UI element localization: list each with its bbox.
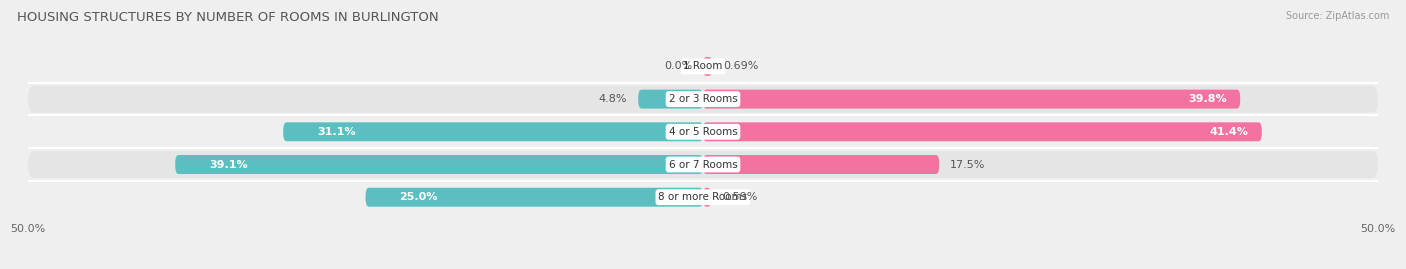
- FancyBboxPatch shape: [703, 90, 1240, 109]
- FancyBboxPatch shape: [703, 155, 939, 174]
- FancyBboxPatch shape: [28, 151, 1378, 178]
- Text: HOUSING STRUCTURES BY NUMBER OF ROOMS IN BURLINGTON: HOUSING STRUCTURES BY NUMBER OF ROOMS IN…: [17, 11, 439, 24]
- FancyBboxPatch shape: [28, 86, 1378, 112]
- FancyBboxPatch shape: [28, 53, 1378, 80]
- Text: 2 or 3 Rooms: 2 or 3 Rooms: [669, 94, 737, 104]
- FancyBboxPatch shape: [366, 188, 703, 207]
- Text: 17.5%: 17.5%: [950, 160, 986, 169]
- Text: 0.0%: 0.0%: [664, 61, 692, 71]
- Text: 31.1%: 31.1%: [316, 127, 356, 137]
- FancyBboxPatch shape: [703, 57, 713, 76]
- Text: 1 Room: 1 Room: [683, 61, 723, 71]
- FancyBboxPatch shape: [28, 184, 1378, 211]
- Text: 0.59%: 0.59%: [721, 192, 758, 202]
- Text: 0.69%: 0.69%: [723, 61, 758, 71]
- FancyBboxPatch shape: [638, 90, 703, 109]
- Text: 39.1%: 39.1%: [209, 160, 247, 169]
- Text: 6 or 7 Rooms: 6 or 7 Rooms: [669, 160, 737, 169]
- FancyBboxPatch shape: [703, 188, 711, 207]
- Text: 41.4%: 41.4%: [1209, 127, 1249, 137]
- Text: 39.8%: 39.8%: [1188, 94, 1226, 104]
- Text: Source: ZipAtlas.com: Source: ZipAtlas.com: [1285, 11, 1389, 21]
- Text: 4.8%: 4.8%: [599, 94, 627, 104]
- FancyBboxPatch shape: [28, 118, 1378, 145]
- FancyBboxPatch shape: [176, 155, 703, 174]
- Text: 8 or more Rooms: 8 or more Rooms: [658, 192, 748, 202]
- Text: 25.0%: 25.0%: [399, 192, 437, 202]
- Text: 4 or 5 Rooms: 4 or 5 Rooms: [669, 127, 737, 137]
- FancyBboxPatch shape: [283, 122, 703, 141]
- FancyBboxPatch shape: [703, 122, 1261, 141]
